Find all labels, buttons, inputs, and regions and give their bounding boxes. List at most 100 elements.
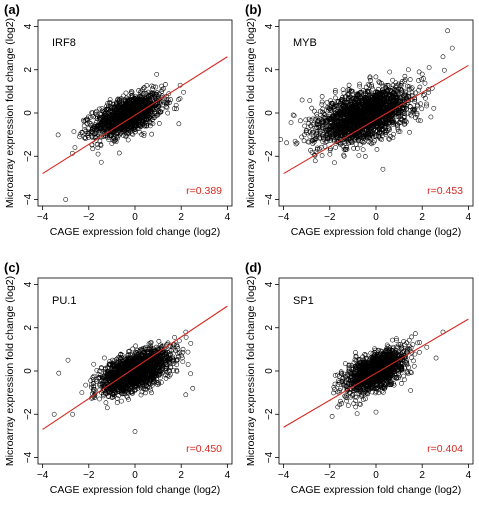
data-point	[324, 100, 330, 105]
data-point	[380, 106, 386, 112]
data-point	[108, 104, 114, 110]
data-point	[366, 99, 371, 105]
data-point	[383, 119, 389, 125]
data-point	[108, 128, 113, 134]
data-point	[369, 82, 374, 88]
data-point	[77, 134, 82, 140]
data-point	[176, 353, 181, 359]
data-point	[319, 94, 325, 99]
data-point	[383, 129, 389, 135]
data-point	[132, 102, 138, 108]
data-point	[346, 87, 352, 93]
data-point	[360, 134, 366, 140]
data-point	[125, 121, 131, 127]
data-point	[168, 97, 173, 103]
data-point	[179, 355, 185, 361]
data-point	[413, 90, 418, 96]
data-point	[362, 97, 367, 103]
data-point	[345, 91, 351, 97]
data-point	[164, 99, 169, 105]
panel-title: IRF8	[52, 37, 76, 49]
data-point	[390, 85, 396, 91]
data-point	[87, 114, 93, 120]
data-point	[91, 373, 97, 379]
data-point	[374, 95, 379, 101]
data-point	[350, 107, 356, 113]
data-point	[356, 127, 361, 133]
data-point	[354, 104, 360, 109]
data-point	[314, 122, 319, 128]
data-point	[377, 80, 383, 86]
data-point	[351, 115, 357, 121]
data-point	[116, 108, 122, 114]
data-point	[325, 107, 331, 113]
y-tick-label: 0	[264, 110, 275, 116]
data-point	[90, 110, 95, 116]
data-point	[332, 120, 338, 126]
data-point	[299, 97, 305, 103]
x-tick-label: 4	[225, 212, 231, 223]
data-point	[404, 106, 409, 112]
data-point	[93, 130, 99, 136]
x-tick-label: −2	[83, 212, 95, 223]
data-point	[353, 104, 359, 110]
data-point	[163, 104, 169, 110]
data-point	[149, 131, 155, 137]
data-point	[400, 96, 405, 102]
data-point	[338, 112, 344, 118]
data-point	[307, 98, 313, 103]
data-point	[90, 146, 96, 152]
data-point	[356, 153, 362, 158]
data-point	[375, 86, 381, 92]
data-point	[391, 120, 397, 126]
data-point	[330, 131, 336, 136]
data-point	[363, 102, 368, 108]
data-point	[332, 117, 338, 123]
data-point	[431, 105, 437, 111]
y-tick-label: −2	[23, 150, 34, 162]
data-point	[338, 119, 344, 125]
data-point	[148, 115, 154, 121]
data-point	[352, 102, 357, 108]
data-point	[87, 120, 92, 126]
data-point	[360, 110, 366, 115]
data-point	[366, 111, 372, 117]
data-point	[114, 112, 120, 118]
data-point	[379, 99, 384, 104]
data-point	[91, 135, 97, 140]
data-point	[370, 86, 376, 92]
data-point	[393, 80, 399, 86]
data-point	[94, 123, 100, 129]
data-point	[328, 127, 334, 133]
x-tick-label: 0	[132, 212, 138, 223]
data-point	[139, 389, 145, 395]
data-point	[174, 106, 179, 112]
data-point	[354, 146, 360, 152]
data-point	[153, 84, 159, 90]
data-point	[325, 105, 330, 110]
data-point	[311, 139, 317, 145]
data-point	[368, 77, 373, 83]
data-point	[89, 382, 94, 388]
correlation-label: r=0.453	[427, 185, 463, 197]
data-point	[339, 110, 344, 116]
data-point	[175, 357, 181, 362]
data-point	[172, 334, 177, 340]
data-point	[346, 127, 352, 133]
data-point	[402, 118, 408, 123]
data-point	[315, 118, 320, 124]
data-point	[325, 123, 331, 129]
data-point	[415, 117, 421, 123]
data-point	[358, 89, 364, 95]
data-point	[103, 400, 109, 406]
data-point	[170, 347, 176, 353]
data-point	[120, 133, 126, 138]
data-point	[382, 88, 388, 94]
data-point	[407, 77, 413, 82]
data-point	[133, 343, 138, 349]
data-point	[137, 105, 143, 111]
data-point	[140, 99, 146, 105]
data-point	[356, 115, 362, 121]
data-point	[355, 131, 360, 137]
